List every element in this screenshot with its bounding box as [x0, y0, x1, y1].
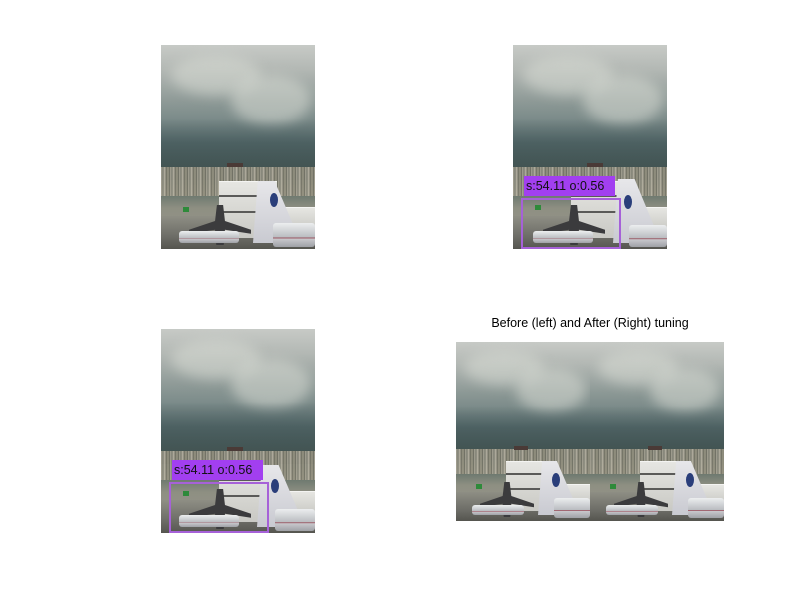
airport-photo-before	[456, 342, 590, 521]
photo-panel-bottom-right	[456, 342, 724, 521]
detection-label: s:54.11 o:0.56	[524, 176, 615, 196]
detection-box	[521, 198, 621, 249]
photo-panel-top-right: s:54.11 o:0.56	[513, 45, 667, 249]
detection-label: s:54.11 o:0.56	[172, 460, 263, 480]
photo-panel-bottom-left: s:54.11 o:0.56	[161, 329, 315, 533]
airport-photo	[161, 329, 315, 533]
airport-photo-after	[590, 342, 724, 521]
airport-photo	[161, 45, 315, 249]
comparison-title: Before (left) and After (Right) tuning	[491, 316, 689, 330]
photo-panel-top-left	[161, 45, 315, 249]
detection-box	[169, 482, 269, 533]
